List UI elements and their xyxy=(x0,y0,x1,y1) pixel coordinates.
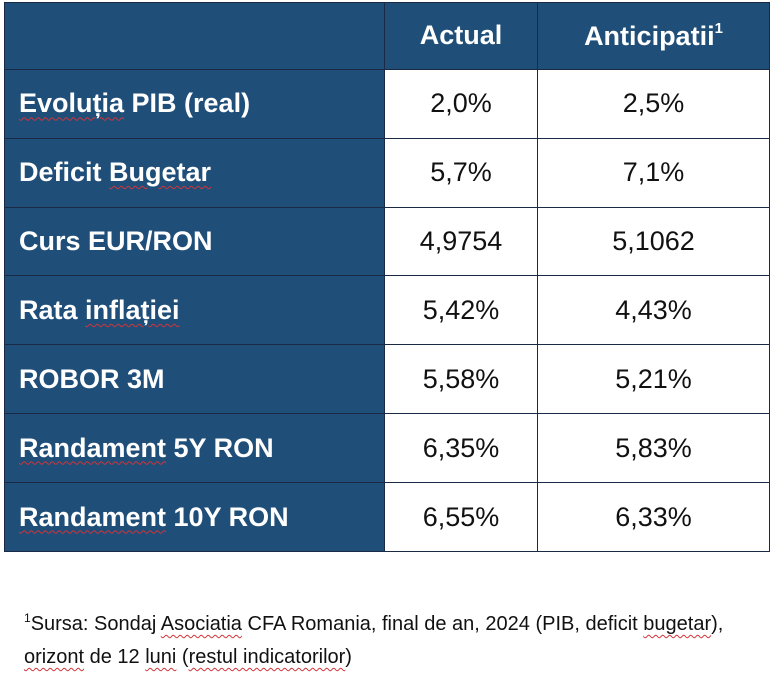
table-row: Randament 10Y RON 6,55% 6,33% xyxy=(4,482,770,552)
cell-actual: 6,55% xyxy=(384,482,538,552)
header-empty-cell xyxy=(4,2,385,70)
table-row: Deficit Bugetar 5,7% 7,1% xyxy=(4,137,770,208)
cell-forecast: 5,21% xyxy=(537,344,770,415)
table-row: Evoluția PIB (real) 2,0% 2,5% xyxy=(4,68,770,139)
row-label-robor: ROBOR 3M xyxy=(4,344,385,415)
header-forecast: Anticipatii1 xyxy=(537,2,770,70)
cell-forecast: 5,1062 xyxy=(537,206,770,277)
cell-actual: 2,0% xyxy=(384,68,538,139)
cell-actual: 5,58% xyxy=(384,344,538,415)
header-actual: Actual xyxy=(384,2,538,70)
row-label-inflation: Rata inflației xyxy=(4,275,385,346)
row-label-deficit: Deficit Bugetar xyxy=(4,137,385,208)
cell-actual: 6,35% xyxy=(384,413,538,484)
row-label-yield-10y: Randament 10Y RON xyxy=(4,482,385,552)
cell-actual: 5,7% xyxy=(384,137,538,208)
header-footnote-marker: 1 xyxy=(714,19,723,37)
footnote-marker: 1 xyxy=(24,611,31,625)
cell-forecast: 5,83% xyxy=(537,413,770,484)
row-label-pib: Evoluția PIB (real) xyxy=(4,68,385,139)
cell-forecast: 4,43% xyxy=(537,275,770,346)
indicators-table: Actual Anticipatii1 Evoluția PIB (real) … xyxy=(4,2,770,552)
source-footnote: 1Sursa: Sondaj Asociatia CFA Romania, fi… xyxy=(24,611,724,668)
header-row: Actual Anticipatii1 xyxy=(4,2,770,70)
cell-forecast: 2,5% xyxy=(537,68,770,139)
table-row: Randament 5Y RON 6,35% 5,83% xyxy=(4,413,770,484)
table-row: Curs EUR/RON 4,9754 5,1062 xyxy=(4,206,770,277)
table-row: Rata inflației 5,42% 4,43% xyxy=(4,275,770,346)
cell-forecast: 7,1% xyxy=(537,137,770,208)
cell-actual: 4,9754 xyxy=(384,206,538,277)
cell-actual: 5,42% xyxy=(384,275,538,346)
cell-forecast: 6,33% xyxy=(537,482,770,552)
row-label-yield-5y: Randament 5Y RON xyxy=(4,413,385,484)
table-row: ROBOR 3M 5,58% 5,21% xyxy=(4,344,770,415)
row-label-eur-ron: Curs EUR/RON xyxy=(4,206,385,277)
